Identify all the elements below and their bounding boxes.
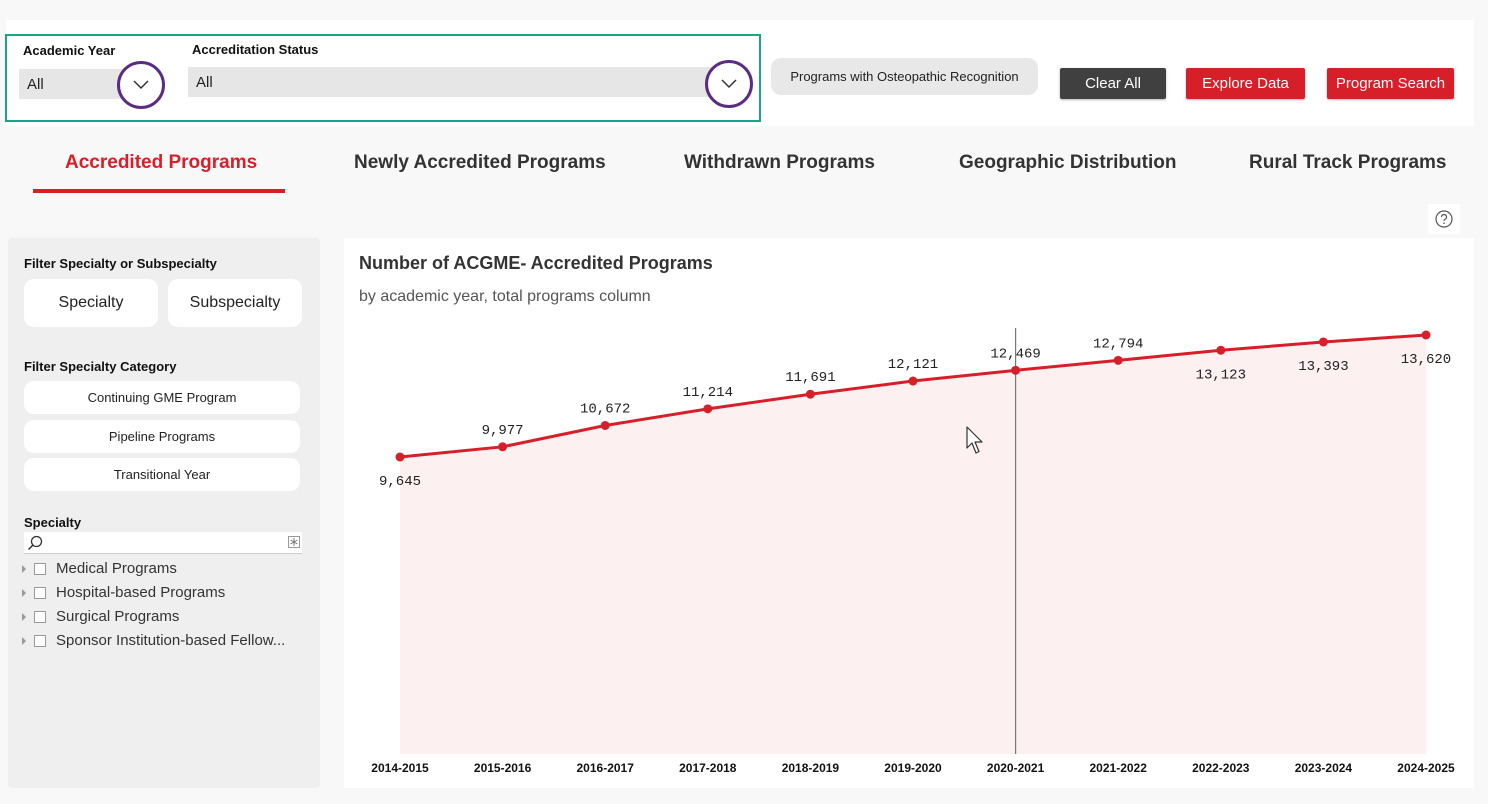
osteopathic-recognition-button[interactable]: Programs with Osteopathic Recognition bbox=[771, 58, 1038, 95]
data-point[interactable] bbox=[1113, 355, 1123, 365]
data-point[interactable] bbox=[703, 404, 713, 414]
search-icon bbox=[27, 535, 43, 551]
active-tab-underline bbox=[33, 189, 285, 193]
programs-area-chart: 9,645 2014-2015 9,977 2015-2016 10,672 2016-2… bbox=[371, 328, 1455, 775]
data-label: 11,691 bbox=[785, 370, 835, 386]
x-tick-label: 2020-2021 bbox=[987, 761, 1045, 775]
data-label: 13,393 bbox=[1298, 359, 1348, 375]
specialty-search-input[interactable] bbox=[24, 532, 302, 554]
data-point[interactable] bbox=[805, 389, 815, 399]
data-point[interactable] bbox=[1216, 345, 1226, 355]
specialty-heading: Specialty bbox=[24, 515, 82, 530]
data-point[interactable] bbox=[395, 452, 405, 462]
tab-geographic-distribution[interactable]: Geographic Distribution bbox=[959, 152, 1177, 173]
data-label: 13,123 bbox=[1196, 367, 1246, 383]
x-tick-label: 2023-2024 bbox=[1295, 761, 1353, 775]
accreditation-status-dropdown[interactable]: All bbox=[188, 67, 748, 97]
data-point[interactable] bbox=[498, 442, 508, 452]
x-tick-label: 2018-2019 bbox=[782, 761, 840, 775]
data-label: 12,794 bbox=[1093, 336, 1143, 352]
data-point[interactable] bbox=[1421, 330, 1431, 340]
category-continuing-gme[interactable]: Continuing GME Program bbox=[24, 381, 300, 414]
tree-item-hospital-based-programs[interactable]: Hospital-based Programs bbox=[22, 584, 225, 601]
data-label: 9,977 bbox=[482, 423, 524, 439]
subspecialty-button[interactable]: Subspecialty bbox=[168, 279, 302, 327]
tree-item-medical-programs[interactable]: Medical Programs bbox=[22, 560, 177, 577]
category-pipeline-programs[interactable]: Pipeline Programs bbox=[24, 420, 300, 453]
accreditation-status-value: All bbox=[196, 73, 213, 91]
checkbox[interactable] bbox=[34, 562, 46, 575]
academic-year-label: Academic Year bbox=[23, 43, 116, 58]
clear-search-icon[interactable] bbox=[288, 536, 300, 548]
filter-specialty-heading: Filter Specialty or Subspecialty bbox=[24, 256, 217, 271]
chart-subtitle: by academic year, total programs column bbox=[359, 288, 651, 305]
checkbox[interactable] bbox=[34, 586, 46, 599]
data-point[interactable] bbox=[600, 420, 610, 430]
x-tick-label: 2021-2022 bbox=[1090, 761, 1148, 775]
x-tick-label: 2016-2017 bbox=[577, 761, 635, 775]
specialty-button[interactable]: Specialty bbox=[24, 279, 158, 327]
tab-newly-accredited-programs[interactable]: Newly Accredited Programs bbox=[354, 152, 606, 173]
data-point[interactable] bbox=[1318, 337, 1328, 347]
clear-all-button[interactable]: Clear All bbox=[1060, 68, 1166, 99]
filter-category-heading: Filter Specialty Category bbox=[24, 359, 177, 374]
x-tick-label: 2017-2018 bbox=[679, 761, 737, 775]
area-fill bbox=[400, 335, 1426, 754]
data-label: 10,672 bbox=[580, 401, 630, 417]
x-tick-label: 2022-2023 bbox=[1192, 761, 1250, 775]
data-label: 13,620 bbox=[1401, 352, 1451, 368]
data-label: 12,469 bbox=[990, 346, 1040, 362]
tree-item-sponsor-institution[interactable]: Sponsor Institution-based Fellow... bbox=[22, 632, 285, 649]
accreditation-status-label: Accreditation Status bbox=[192, 42, 319, 57]
chevron-down-icon[interactable] bbox=[117, 61, 165, 109]
tab-accredited-programs[interactable]: Accredited Programs bbox=[65, 152, 258, 173]
tab-rural-track-programs[interactable]: Rural Track Programs bbox=[1249, 152, 1447, 173]
checkbox[interactable] bbox=[34, 610, 46, 623]
category-transitional-year[interactable]: Transitional Year bbox=[24, 458, 300, 491]
help-icon[interactable] bbox=[1428, 204, 1460, 234]
data-label: 9,645 bbox=[379, 474, 421, 490]
mouse-cursor-icon bbox=[966, 426, 983, 454]
academic-year-value: All bbox=[27, 75, 44, 93]
tree-item-surgical-programs[interactable]: Surgical Programs bbox=[22, 608, 179, 625]
data-label: 12,121 bbox=[888, 357, 938, 373]
chevron-down-icon[interactable] bbox=[705, 60, 753, 108]
x-tick-label: 2024-2025 bbox=[1397, 761, 1455, 775]
explore-data-button[interactable]: Explore Data bbox=[1186, 68, 1305, 99]
x-tick-label: 2015-2016 bbox=[474, 761, 532, 775]
data-label: 11,214 bbox=[683, 385, 733, 401]
program-search-button[interactable]: Program Search bbox=[1327, 68, 1454, 99]
chart-title: Number of ACGME- Accredited Programs bbox=[359, 253, 713, 273]
data-point[interactable] bbox=[908, 376, 918, 386]
chart-panel: Number of ACGME- Accredited Programs by … bbox=[344, 238, 1474, 788]
x-tick-label: 2019-2020 bbox=[884, 761, 942, 775]
tab-withdrawn-programs[interactable]: Withdrawn Programs bbox=[684, 152, 875, 173]
sidebar-filters: Filter Specialty or Subspecialty Special… bbox=[8, 238, 320, 788]
checkbox[interactable] bbox=[34, 634, 46, 647]
x-tick-label: 2014-2015 bbox=[371, 761, 429, 775]
data-point[interactable] bbox=[1011, 365, 1021, 375]
